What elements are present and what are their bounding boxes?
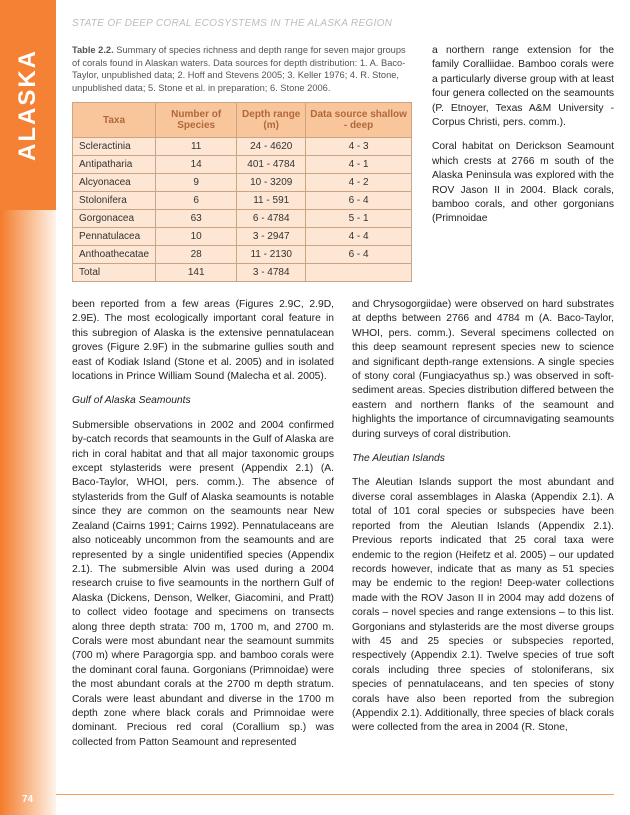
body-columns: been reported from a few areas (Figures …: [72, 298, 614, 753]
body-p4: The Aleutian Islands support the most ab…: [352, 476, 614, 735]
side-label-text: ALASKA: [14, 49, 42, 161]
page: ALASKA STATE OF DEEP CORAL ECOSYSTEMS IN…: [0, 0, 630, 815]
body-p3: and Chrysogorgiidae) were observed on ha…: [352, 298, 614, 442]
head-aleutian: The Aleutian Islands: [352, 452, 614, 466]
rc-p2: Coral habitat on Derickson Seamount whic…: [432, 140, 614, 226]
th-depth: Depth range (m): [237, 103, 306, 138]
table-row: Gorgonacea636 - 47845 - 1: [73, 210, 412, 228]
head-gulf: Gulf of Alaska Seamounts: [72, 394, 334, 408]
page-number: 74: [22, 794, 33, 805]
table-row: Scleractinia1124 - 46204 - 3: [73, 138, 412, 156]
side-label-box: ALASKA: [0, 0, 56, 210]
table-row: Alcyonacea910 - 32094 - 2: [73, 174, 412, 192]
th-source: Data source shallow - deep: [306, 103, 412, 138]
table-row: Total1413 - 4784: [73, 264, 412, 282]
body-p2: Submersible observations in 2002 and 200…: [72, 419, 334, 750]
right-col-top: a northern range extension for the famil…: [432, 44, 614, 227]
footer-rule: [56, 794, 614, 795]
table-caption-rest: Summary of species richness and depth ra…: [72, 45, 406, 93]
table-header-row: Taxa Number of Species Depth range (m) D…: [73, 103, 412, 138]
species-table: Taxa Number of Species Depth range (m) D…: [72, 102, 412, 282]
th-species: Number of Species: [156, 103, 237, 138]
header-title: STATE OF DEEP CORAL ECOSYSTEMS IN THE AL…: [72, 18, 392, 29]
table-caption: Table 2.2. Summary of species richness a…: [72, 44, 412, 94]
table-body: Scleractinia1124 - 46204 - 3 Antipathari…: [73, 138, 412, 282]
table-caption-bold: Table 2.2.: [72, 45, 114, 55]
table-row: Antipatharia14401 - 47844 - 1: [73, 156, 412, 174]
table-row: Stolonifera611 - 5916 - 4: [73, 192, 412, 210]
table-row: Pennatulacea103 - 29474 - 4: [73, 228, 412, 246]
th-taxa: Taxa: [73, 103, 156, 138]
body-p1: been reported from a few areas (Figures …: [72, 298, 334, 384]
rc-p1: a northern range extension for the famil…: [432, 44, 614, 130]
content-area: Table 2.2. Summary of species richness a…: [72, 44, 612, 282]
table-row: Anthoathecatae2811 - 21306 - 4: [73, 246, 412, 264]
